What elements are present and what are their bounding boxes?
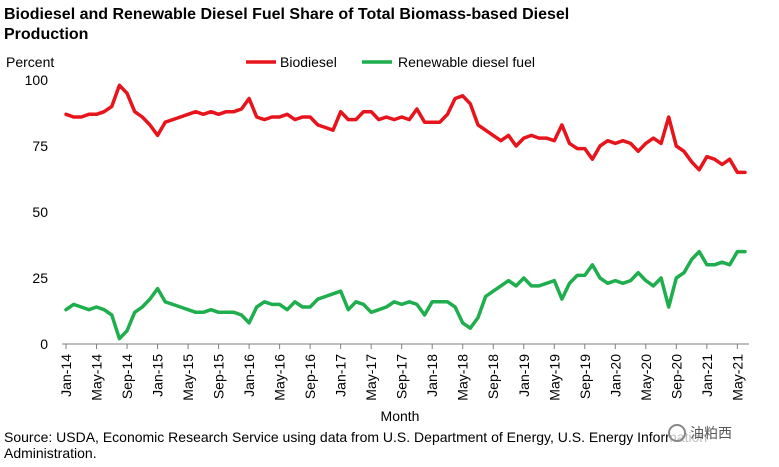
biodiesel-series-line: [64, 83, 747, 175]
chart-title: Biodiesel and Renewable Diesel Fuel Shar…: [4, 6, 570, 43]
y-axis-label: Percent: [6, 54, 54, 70]
y-tick-label: 25: [32, 270, 48, 286]
x-tick-label: Sep-16: [302, 354, 318, 399]
x-tick-label: May-16: [272, 354, 288, 401]
x-axis-ticks: Jan-14 May-14 Sep-14 Jan-15 May-15 Sep-15 Jan-…: [58, 344, 745, 401]
y-tick-label: 50: [32, 204, 48, 220]
x-tick-label: Jan-14: [58, 354, 74, 397]
x-tick-label: May-17: [363, 354, 379, 401]
x-tick-label: Sep-15: [211, 354, 227, 399]
x-tick-label: Jan-17: [333, 354, 349, 397]
x-tick-label: May-21: [729, 354, 745, 401]
x-tick-label: May-14: [89, 354, 105, 401]
x-tick-label: May-19: [546, 354, 562, 401]
x-tick-label: Jan-19: [516, 354, 532, 397]
x-tick-label: Jan-16: [241, 354, 257, 397]
renewable-diesel-series-line: [64, 249, 747, 341]
watermark: 油粕西: [668, 422, 774, 444]
legend-label: Biodiesel: [280, 54, 337, 70]
series-layer: [64, 83, 747, 341]
y-tick-label: 75: [32, 138, 48, 154]
x-tick-label: May-20: [638, 354, 654, 401]
x-tick-label: Sep-14: [119, 354, 135, 399]
legend: Biodiesel Renewable diesel fuel: [246, 54, 535, 70]
source-note: Source: USDA, Economic Research Service …: [4, 429, 708, 461]
x-tick-label: Sep-17: [394, 354, 410, 399]
y-axis-ticks: 0 25 50 75 100: [25, 72, 49, 352]
x-tick-label: Sep-18: [485, 354, 501, 399]
x-tick-label: Sep-20: [668, 354, 684, 399]
wechat-logo-icon: [668, 424, 686, 442]
legend-label: Renewable diesel fuel: [398, 54, 535, 70]
x-tick-label: Jan-18: [424, 354, 440, 397]
x-tick-label: Jan-21: [699, 354, 715, 397]
x-tick-label: Jan-20: [607, 354, 623, 397]
y-tick-label: 0: [40, 336, 48, 352]
x-tick-label: Jan-15: [150, 354, 166, 397]
x-axis-label: Month: [381, 408, 420, 424]
x-tick-label: May-15: [180, 354, 196, 401]
x-tick-label: Sep-19: [577, 354, 593, 399]
watermark-text: 油粕西: [690, 425, 732, 441]
x-tick-label: May-18: [455, 354, 471, 401]
y-tick-label: 100: [25, 72, 49, 88]
